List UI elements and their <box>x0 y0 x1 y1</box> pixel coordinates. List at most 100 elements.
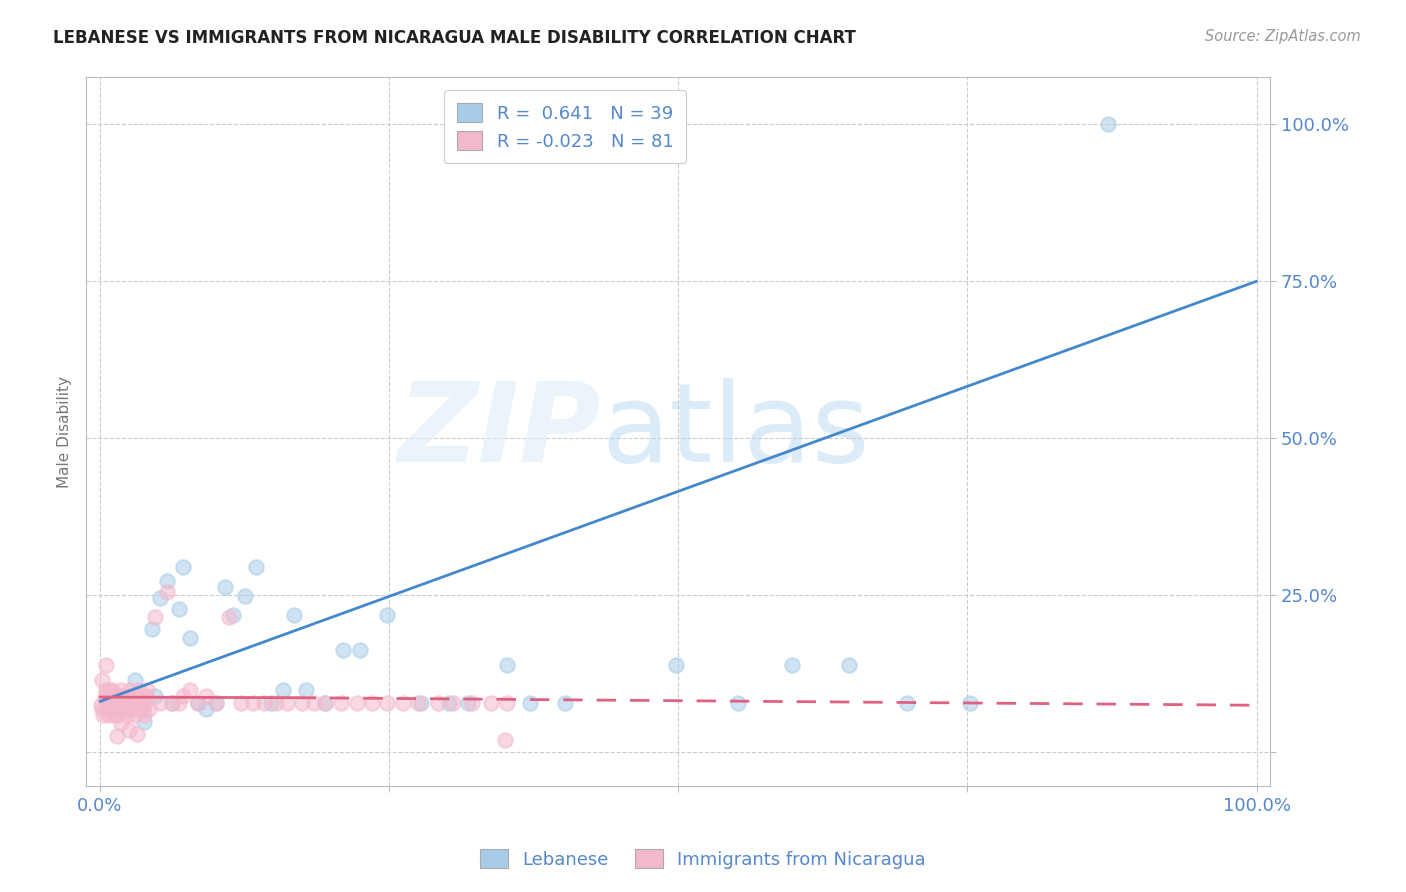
Point <box>496 658 519 673</box>
Point <box>100 683 122 698</box>
Point <box>179 683 201 698</box>
Point <box>91 702 114 716</box>
Point <box>302 696 325 710</box>
Point <box>118 690 141 704</box>
Point <box>114 698 136 712</box>
Point <box>122 696 145 710</box>
Point <box>105 696 128 710</box>
Point <box>103 702 125 716</box>
Point <box>276 696 298 710</box>
Point <box>110 683 132 698</box>
Point <box>117 702 139 716</box>
Point <box>124 673 146 687</box>
Point <box>131 696 153 710</box>
Point <box>98 683 121 698</box>
Y-axis label: Male Disability: Male Disability <box>58 376 72 488</box>
Point <box>375 696 398 710</box>
Point <box>411 696 433 710</box>
Point <box>93 708 115 723</box>
Text: ZIP: ZIP <box>398 378 602 485</box>
Point <box>120 696 142 710</box>
Point <box>172 690 194 704</box>
Point <box>195 702 218 716</box>
Point <box>329 696 352 710</box>
Point <box>105 708 128 723</box>
Point <box>439 696 461 710</box>
Point <box>167 601 190 615</box>
Point <box>124 708 146 723</box>
Point <box>115 708 138 723</box>
Point <box>349 643 371 657</box>
Point <box>138 702 160 716</box>
Point <box>132 702 155 716</box>
Point <box>426 696 449 710</box>
Point <box>291 696 314 710</box>
Point <box>103 708 125 723</box>
Point <box>260 696 283 710</box>
Point <box>838 658 860 673</box>
Point <box>496 696 519 710</box>
Point <box>479 696 502 710</box>
Point <box>145 609 167 624</box>
Point <box>187 696 209 710</box>
Text: Source: ZipAtlas.com: Source: ZipAtlas.com <box>1205 29 1361 44</box>
Point <box>110 716 132 731</box>
Text: atlas: atlas <box>602 378 870 485</box>
Point <box>375 607 398 622</box>
Point <box>112 690 135 704</box>
Point <box>118 723 141 737</box>
Point <box>346 696 368 710</box>
Point <box>118 683 141 698</box>
Point <box>406 696 429 710</box>
Point <box>271 683 294 698</box>
Point <box>93 690 115 704</box>
Point <box>125 696 148 710</box>
Point <box>149 591 172 605</box>
Point <box>179 631 201 645</box>
Point <box>392 696 415 710</box>
Point <box>229 696 252 710</box>
Point <box>98 708 121 723</box>
Point <box>134 696 156 710</box>
Point <box>132 714 155 729</box>
Point <box>107 702 129 716</box>
Point <box>214 580 236 594</box>
Point <box>959 696 981 710</box>
Point <box>160 696 183 710</box>
Point <box>94 683 117 698</box>
Point <box>172 559 194 574</box>
Point <box>98 690 121 704</box>
Point <box>295 683 318 698</box>
Point <box>218 609 240 624</box>
Point <box>105 729 128 743</box>
Legend: Lebanese, Immigrants from Nicaragua: Lebanese, Immigrants from Nicaragua <box>474 842 932 876</box>
Point <box>896 696 918 710</box>
Point <box>111 696 134 710</box>
Point <box>127 702 149 716</box>
Point <box>264 696 287 710</box>
Point <box>204 696 226 710</box>
Point <box>96 702 118 716</box>
Point <box>461 696 484 710</box>
Point <box>1097 118 1119 132</box>
Point <box>665 658 688 673</box>
Point <box>245 559 267 574</box>
Point <box>108 690 131 704</box>
Point <box>145 690 167 704</box>
Point <box>222 607 245 622</box>
Point <box>441 696 464 710</box>
Point <box>156 584 179 599</box>
Point <box>112 702 135 716</box>
Point <box>121 702 143 716</box>
Point <box>242 696 264 710</box>
Point <box>104 690 127 704</box>
Point <box>233 589 256 603</box>
Point <box>360 696 382 710</box>
Point <box>332 643 354 657</box>
Point <box>135 690 157 704</box>
Point <box>90 698 112 712</box>
Point <box>128 683 150 698</box>
Point <box>204 696 226 710</box>
Point <box>160 696 183 710</box>
Point <box>132 708 155 723</box>
